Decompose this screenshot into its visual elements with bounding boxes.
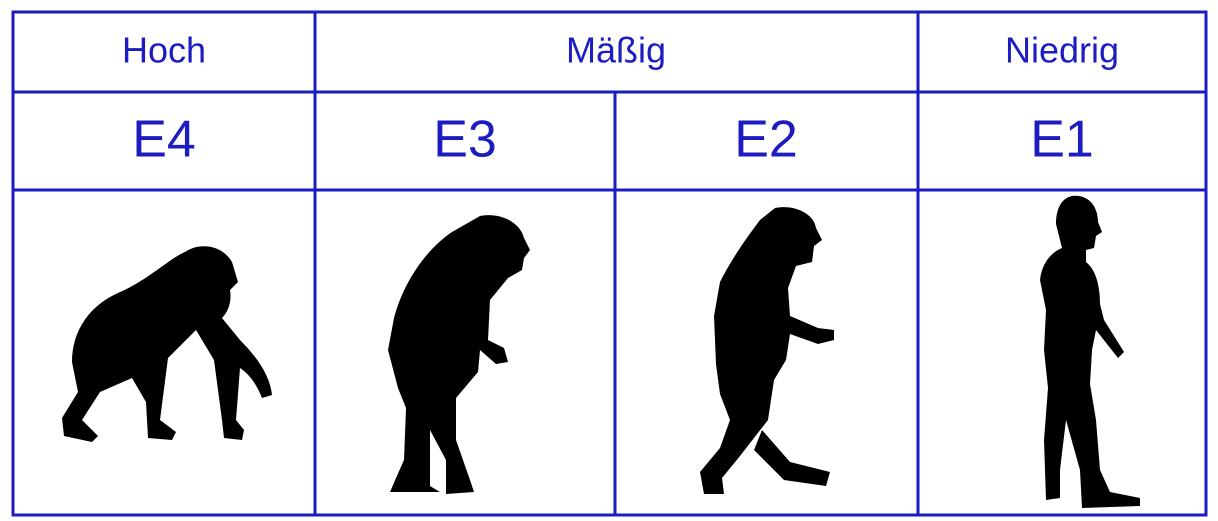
later-hominid-silhouette [700,207,834,494]
group-label: Niedrig [1005,30,1119,71]
group-label: Mäßig [566,30,666,71]
group-label: Hoch [122,30,206,71]
table-grid [11,10,1208,517]
level-label: E4 [132,111,196,169]
table-border [11,10,1208,517]
early-hominid-silhouette [388,215,530,494]
level-label: E1 [1030,111,1094,169]
level-label: E2 [734,111,798,169]
level-label: E3 [433,111,497,169]
ape-silhouette [62,246,272,442]
human-silhouette [1040,195,1140,508]
